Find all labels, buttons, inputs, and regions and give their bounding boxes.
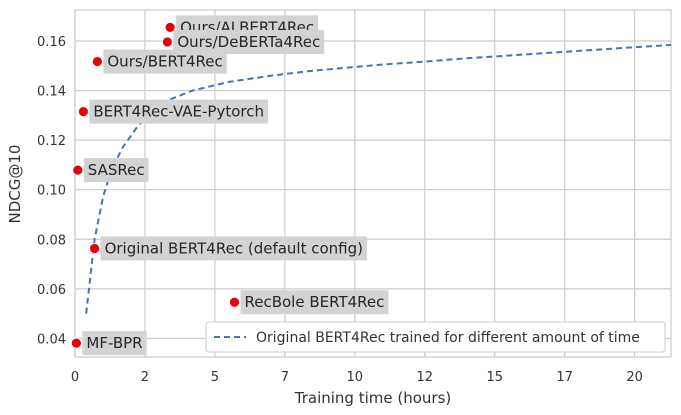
x-tick-labels: 0 2 5 7 10 12 15 17 20 bbox=[71, 370, 643, 385]
points-layer: Ours/ALBERT4RecOurs/DeBERTa4RecOurs/BERT… bbox=[70, 15, 389, 356]
point-label: SASRec bbox=[83, 158, 149, 183]
scatter-point bbox=[89, 243, 100, 254]
point-label-background bbox=[82, 331, 147, 356]
y-tick-label: 0.08 bbox=[37, 233, 66, 248]
y-tick-label: 0.16 bbox=[37, 35, 66, 50]
training-curve-layer bbox=[85, 43, 672, 314]
x-tick-label: 10 bbox=[347, 370, 364, 385]
x-tick-label: 2 bbox=[141, 370, 149, 385]
x-tick-label: 12 bbox=[416, 370, 433, 385]
plot-frame bbox=[74, 9, 672, 358]
point-label: MF-BPR bbox=[82, 331, 147, 356]
x-tick-label: 5 bbox=[211, 370, 219, 385]
point-label: Ours/BERT4Rec bbox=[103, 49, 227, 74]
x-tick-label: 0 bbox=[71, 370, 79, 385]
y-tick-labels: 0.04 0.06 0.08 0.10 0.12 0.14 0.16 bbox=[37, 35, 66, 347]
point-label-text: Ours/BERT4Rec bbox=[107, 53, 222, 71]
x-tick-label: 20 bbox=[626, 370, 643, 385]
scatter-point bbox=[91, 56, 103, 67]
point-label-background bbox=[89, 99, 268, 124]
scatter-point bbox=[161, 36, 173, 48]
scatter-point bbox=[70, 337, 82, 349]
y-tick-label: 0.14 bbox=[37, 85, 66, 100]
scatter-point bbox=[77, 106, 89, 118]
point-label-background bbox=[240, 290, 389, 315]
legend-box bbox=[205, 321, 666, 353]
x-tick-label: 17 bbox=[556, 370, 573, 385]
y-tick-label: 0.12 bbox=[37, 134, 66, 149]
point-label-text: Original BERT4Rec (default config) bbox=[105, 239, 363, 257]
series-line bbox=[85, 43, 672, 314]
x-tick-label: 15 bbox=[486, 370, 503, 385]
point-label: BERT4Rec-VAE-Pytorch bbox=[89, 99, 268, 124]
point-label-text: Ours/DeBERTa4Rec bbox=[177, 33, 320, 51]
scatter-point bbox=[72, 164, 84, 176]
y-tick-label: 0.10 bbox=[37, 184, 66, 199]
point-label: RecBole BERT4Rec bbox=[240, 290, 389, 315]
point-label-text: SASRec bbox=[88, 161, 145, 179]
legend: Original BERT4Rec trained for different … bbox=[205, 321, 666, 353]
point-label-text: BERT4Rec-VAE-Pytorch bbox=[93, 103, 264, 121]
y-tick-label: 0.04 bbox=[37, 332, 66, 347]
y-tick-label: 0.06 bbox=[37, 283, 66, 298]
point-label: Ours/DeBERTa4Rec bbox=[173, 29, 325, 54]
point-label-background bbox=[103, 49, 227, 74]
point-label-background bbox=[83, 158, 149, 183]
x-axis-label: Training time (hours) bbox=[294, 389, 452, 407]
point-label-background bbox=[100, 236, 368, 261]
scatter-point bbox=[164, 21, 176, 33]
x-tick-label: 7 bbox=[281, 370, 289, 385]
point-label-text: RecBole BERT4Rec bbox=[244, 293, 384, 311]
point-label-text: MF-BPR bbox=[86, 334, 142, 352]
y-axis-label: NDCG@10 bbox=[6, 145, 24, 224]
point-label: Original BERT4Rec (default config) bbox=[100, 236, 368, 261]
scatter-point bbox=[229, 296, 240, 308]
legend-label: Original BERT4Rec trained for different … bbox=[256, 330, 640, 346]
